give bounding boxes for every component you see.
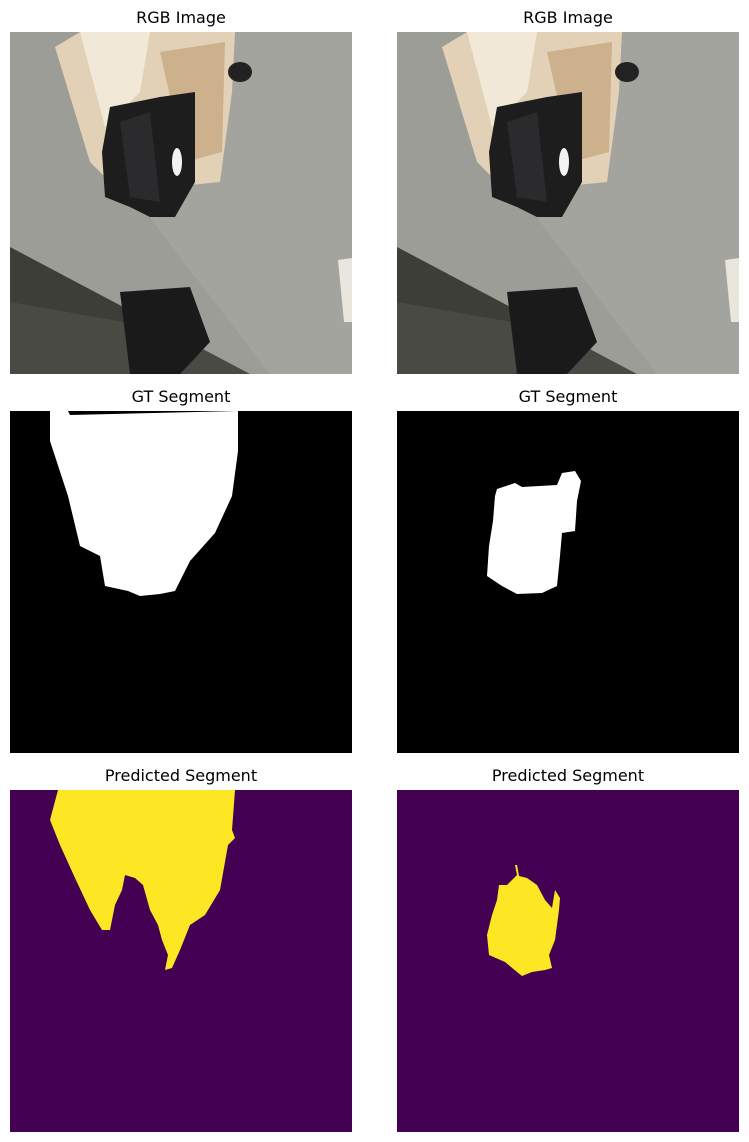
panel-title-rgb-right: RGB Image — [523, 8, 613, 27]
gt-mask-left — [10, 411, 352, 753]
pred-mask-right — [397, 790, 739, 1132]
pred-mask-left — [10, 790, 352, 1132]
rgb-image-right — [397, 32, 739, 374]
panel-title-gt-right: GT Segment — [518, 387, 618, 406]
panel-title-gt-left: GT Segment — [131, 387, 231, 406]
panel-title-pred-left: Predicted Segment — [104, 766, 258, 785]
gt-mask-right — [397, 411, 739, 753]
panel-title-pred-right: Predicted Segment — [491, 766, 645, 785]
rgb-image-left — [10, 32, 352, 374]
panel-title-rgb-left: RGB Image — [136, 8, 226, 27]
